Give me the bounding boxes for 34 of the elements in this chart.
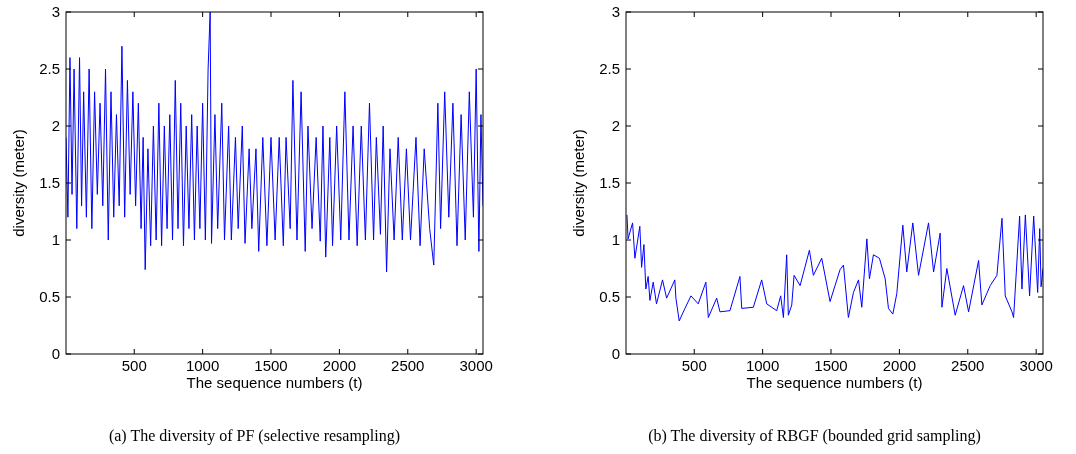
x-axis-title: The sequence numbers (t) [746,374,923,391]
x-tick-label: 1500 [814,357,848,374]
y-tick-label: 1 [611,231,620,248]
y-tick-label: 0 [51,345,60,362]
y-tick-label: 1 [51,231,60,248]
line-series [66,12,483,273]
x-tick-label: 500 [121,357,147,374]
y-tick-label: 1.5 [39,174,60,191]
y-tick-label: 0 [611,345,620,362]
x-tick-label: 1500 [254,357,288,374]
y-tick-label: 3 [611,3,620,20]
y-tick-label: 2 [51,117,60,134]
x-axis-title: The sequence numbers (t) [186,374,363,391]
text: (a) The diversity of PF (selective resampling) [108,427,401,445]
y-tick-label: 0.5 [599,288,620,305]
text: (b) The diversity of RBGF (bounded grid sampling) [648,427,981,445]
y-tick-label: 1.5 [599,174,620,191]
x-tick-label: 2500 [391,357,425,374]
y-axis-title: diversity (meter) [570,129,587,237]
y-tick-label: 0.5 [39,288,60,305]
x-tick-label: 2500 [951,357,985,374]
x-tick-label: 1000 [745,357,780,374]
x-tick-label: 2000 [882,357,917,374]
y-tick-label: 2.5 [39,60,60,77]
x-tick-label: 500 [681,357,707,374]
y-axis-title: diversity (meter) [10,129,27,237]
x-tick-label: 3000 [1019,357,1053,374]
x-tick-label: 2000 [322,357,357,374]
y-tick-label: 2.5 [599,60,620,77]
y-tick-label: 3 [51,3,60,20]
x-tick-label: 1000 [185,357,220,374]
x-tick-label: 3000 [459,357,493,374]
line-series [626,214,1043,322]
y-tick-label: 2 [611,117,620,134]
